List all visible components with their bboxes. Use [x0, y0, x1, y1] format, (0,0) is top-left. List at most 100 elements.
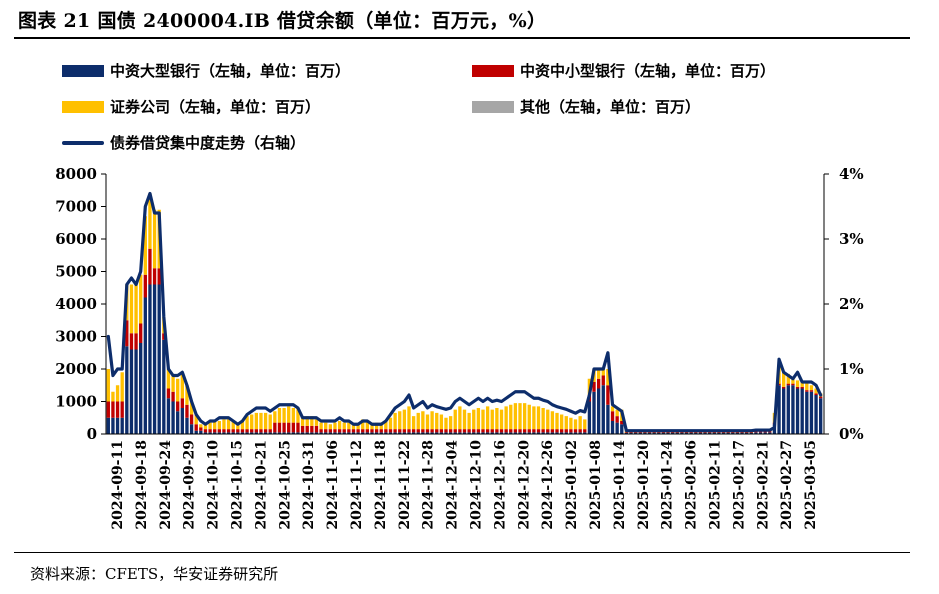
bar-large-bank — [162, 339, 166, 434]
bar-securities — [277, 408, 282, 423]
bar-small-bank — [162, 333, 166, 340]
bar-securities — [495, 408, 499, 430]
legend: 中资大型银行（左轴，单位：百万） 中资中小型银行（左轴，单位：百万） 证券公司（… — [62, 60, 882, 160]
bar-small-bank — [694, 432, 698, 434]
bar-large-bank — [333, 432, 337, 435]
bar-securities — [171, 375, 175, 392]
bar-securities — [559, 414, 564, 430]
bar-small-bank — [351, 429, 356, 433]
bar-securities — [240, 421, 245, 430]
bar-small-bank — [550, 429, 555, 433]
bar-securities — [481, 409, 485, 430]
bar-small-bank — [106, 401, 110, 418]
bar-securities — [800, 382, 804, 387]
bar-large-bank — [536, 432, 541, 435]
bar-large-bank — [148, 284, 152, 434]
bar-large-bank — [809, 391, 814, 434]
bar-securities — [809, 385, 814, 391]
bar-securities — [259, 412, 263, 430]
bar-small-bank — [435, 429, 439, 433]
bar-large-bank — [490, 432, 494, 435]
bar-small-bank — [111, 401, 115, 418]
x-tick-label: 2024-09-11 — [110, 440, 126, 530]
bar-large-bank — [805, 391, 809, 434]
bar-large-bank — [189, 424, 194, 434]
bar-large-bank — [226, 432, 231, 435]
bar-small-bank — [499, 429, 504, 433]
bar-large-bank — [342, 432, 346, 435]
bar-securities — [282, 408, 286, 423]
x-tick-label: 2024-09-18 — [134, 440, 150, 530]
bar-large-bank — [361, 432, 365, 435]
bar-securities — [287, 406, 291, 423]
bar-securities — [268, 414, 272, 430]
bar-small-bank — [564, 429, 568, 433]
bar-large-bank — [287, 432, 291, 435]
y-right-tick-label: 0% — [839, 425, 864, 443]
bar-securities — [134, 281, 138, 334]
bar-small-bank — [226, 429, 231, 433]
bar-large-bank — [115, 417, 120, 434]
bar-small-bank — [421, 429, 425, 433]
x-tick-label: 2025-02-27 — [779, 440, 795, 530]
x-tick-label: 2025-02-06 — [684, 440, 700, 530]
bar-securities — [499, 409, 504, 430]
bar-small-bank — [388, 429, 393, 433]
bar-securities — [458, 406, 462, 430]
x-tick-label: 2025-01-24 — [660, 440, 676, 530]
bar-large-bank — [777, 385, 781, 434]
legend-label-securities: 证券公司（左轴，单位：百万） — [110, 98, 321, 116]
bar-large-bank — [111, 417, 115, 434]
bar-small-bank — [208, 429, 212, 433]
bar-small-bank — [393, 429, 397, 433]
bar-large-bank — [504, 432, 508, 435]
bar-small-bank — [416, 429, 420, 433]
bar-large-bank — [786, 385, 790, 434]
bar-large-bank — [610, 421, 615, 434]
bar-small-bank — [629, 432, 633, 434]
bar-small-bank — [754, 431, 758, 433]
bar-large-bank — [592, 391, 596, 434]
bar-securities — [421, 411, 425, 430]
bar-securities — [347, 422, 351, 430]
bar-small-bank — [467, 429, 471, 433]
bar-small-bank — [115, 401, 120, 418]
bar-large-bank — [509, 432, 513, 435]
bar-small-bank — [143, 274, 147, 298]
bar-securities — [319, 422, 323, 430]
bar-small-bank — [120, 401, 124, 418]
bar-large-bank — [782, 388, 786, 434]
bar-securities — [601, 369, 605, 376]
bar-small-bank — [203, 429, 208, 433]
bar-securities — [555, 412, 559, 430]
bar-securities — [291, 408, 296, 423]
y-right-tick-label: 1% — [839, 360, 864, 378]
bar-small-bank — [657, 432, 661, 434]
bar-large-bank — [513, 432, 518, 435]
bar-large-bank — [208, 432, 212, 435]
bar-small-bank — [231, 429, 235, 433]
y-right-tick-label: 3% — [839, 230, 864, 248]
bar-small-bank — [555, 429, 559, 433]
bar-securities — [337, 421, 342, 430]
bar-small-bank — [356, 429, 360, 433]
bar-large-bank — [814, 395, 818, 434]
bar-small-bank — [254, 429, 258, 433]
bar-securities — [453, 409, 457, 430]
bar-large-bank — [152, 284, 157, 434]
bar-small-bank — [296, 422, 300, 433]
bar-large-bank — [328, 432, 333, 435]
bar-securities — [546, 409, 550, 430]
bar-small-bank — [731, 432, 735, 434]
bar-securities — [786, 373, 790, 384]
y-left-tick-label: 0 — [87, 425, 97, 443]
bar-small-bank — [758, 431, 763, 433]
bar-securities — [476, 408, 481, 430]
bar-small-bank — [721, 432, 726, 434]
bar-large-bank — [157, 284, 161, 434]
bar-securities — [199, 424, 203, 428]
bar-small-bank — [513, 429, 518, 433]
bar-securities — [333, 422, 337, 430]
bar-securities — [411, 416, 416, 430]
bar-small-bank — [606, 385, 610, 405]
